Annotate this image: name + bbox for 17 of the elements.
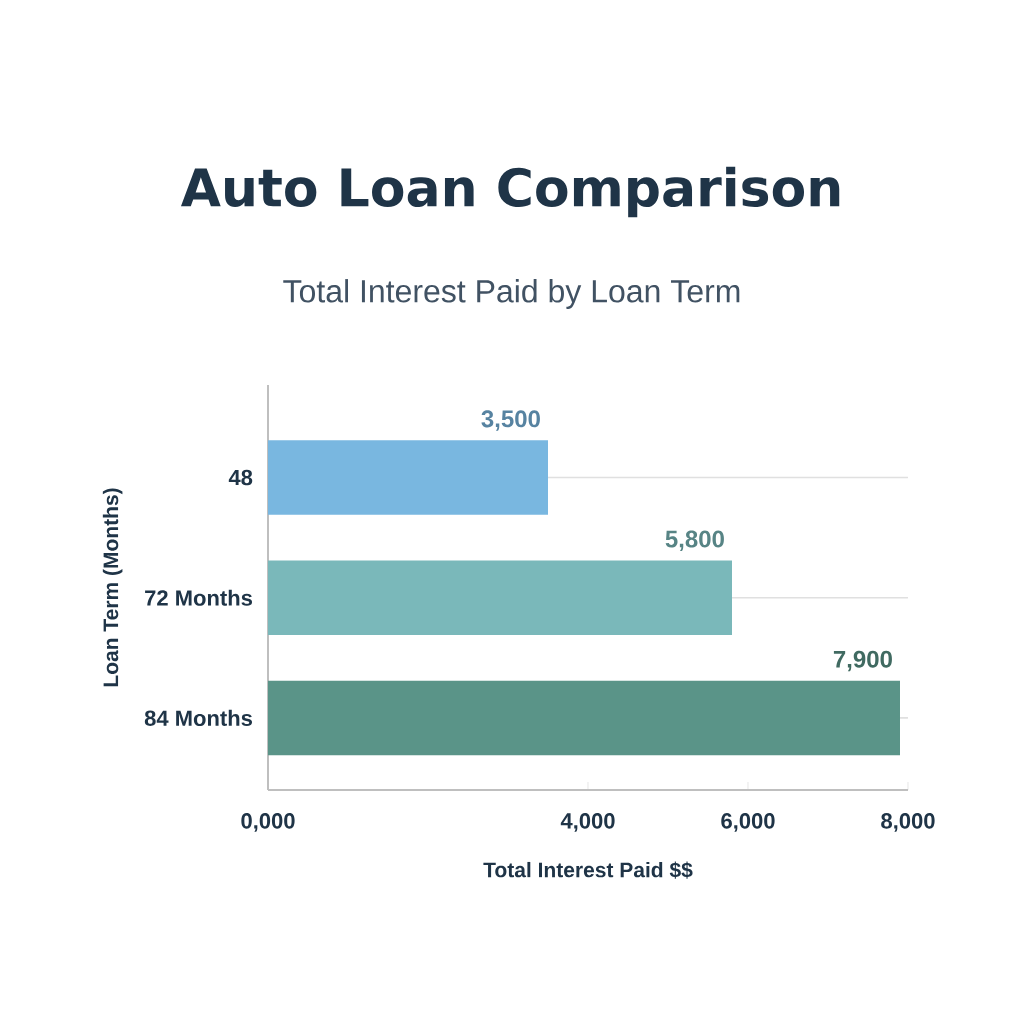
bar (268, 560, 732, 635)
y-axis-title: Loan Term (Months) (102, 488, 123, 687)
data-label: 5,800 (665, 530, 724, 551)
x-tick-label: 0,000 (241, 813, 295, 832)
x-tick-label: 6,000 (721, 813, 775, 832)
data-label: 7,900 (833, 650, 892, 672)
y-tick-label: 48 (228, 469, 253, 486)
x-tick-label: 8,000 (881, 813, 935, 832)
chart-title: Auto Loan Comparison (180, 166, 840, 218)
y-tick-label: 72 Months (145, 589, 252, 606)
bar (268, 440, 548, 515)
bar (268, 680, 900, 756)
chart-subtitle: Total Interest Paid by Loan Term (283, 279, 740, 309)
x-axis-title: Total Interest Paid $$ (483, 861, 693, 879)
x-tick-label: 4,000 (560, 813, 615, 832)
y-tick-label: 84 Months (144, 709, 252, 726)
data-label: 3,500 (481, 410, 540, 431)
